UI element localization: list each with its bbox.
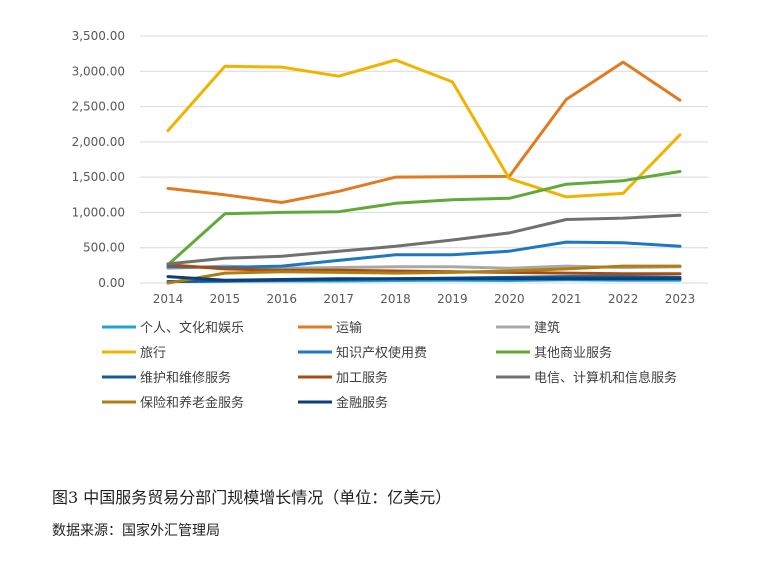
series-line-8 — [166, 213, 682, 266]
x-tick-label: 2018 — [380, 292, 411, 306]
x-tick-label: 2023 — [665, 292, 696, 306]
legend-label: 电信、计算机和信息服务 — [534, 370, 677, 386]
series-line-1 — [166, 60, 682, 204]
legend-label: 金融服务 — [336, 395, 388, 411]
line-chart: 0.00 500.00 1,000.00 1,500.00 2,000.00 2,500.… — [72, 29, 708, 411]
legend-label: 加工服务 — [336, 370, 388, 386]
x-tick-label: 2016 — [267, 292, 298, 306]
legend-label: 维护和维修服务 — [140, 370, 231, 386]
x-tick-label: 2019 — [437, 292, 468, 306]
x-tick-label: 2014 — [153, 292, 184, 306]
y-tick-label: 1,000.00 — [72, 205, 125, 219]
series-line-3 — [166, 58, 682, 199]
x-tick-label: 2015 — [210, 292, 241, 306]
x-axis: 2014 2015 2016 2017 2018 2019 2020 2021 2022 2023 — [153, 292, 696, 306]
figure-caption: 图3 中国服务贸易分部门规模增长情况（单位：亿美元） — [52, 488, 452, 507]
x-tick-label: 2022 — [608, 292, 639, 306]
series-lines — [166, 58, 682, 285]
y-tick-label: 2,000.00 — [72, 135, 125, 149]
x-tick-label: 2017 — [323, 292, 354, 306]
y-tick-label: 0.00 — [98, 276, 125, 290]
y-tick-label: 3,000.00 — [72, 64, 125, 78]
legend-label: 运输 — [336, 320, 362, 336]
series-line-9 — [166, 264, 682, 285]
series-line-10 — [166, 275, 682, 282]
y-tick-label: 500.00 — [83, 241, 125, 255]
y-tick-label: 3,500.00 — [72, 29, 125, 43]
y-tick-label: 2,500.00 — [72, 100, 125, 114]
y-axis: 0.00 500.00 1,000.00 1,500.00 2,000.00 2,500.… — [72, 29, 125, 290]
legend-label: 其他商业服务 — [534, 345, 612, 361]
legend-label: 知识产权使用费 — [336, 345, 427, 361]
grid — [140, 35, 708, 284]
legend-label: 个人、文化和娱乐 — [140, 321, 244, 336]
legend-label: 保险和养老金服务 — [140, 395, 244, 411]
x-tick-label: 2020 — [494, 292, 525, 306]
legend-label: 旅行 — [140, 346, 166, 361]
series-line-4 — [166, 240, 682, 269]
series-line-5 — [166, 170, 682, 267]
legend-label: 建筑 — [534, 320, 560, 336]
y-tick-label: 1,500.00 — [72, 170, 125, 184]
figure-source: 数据来源：国家外汇管理局 — [52, 523, 220, 539]
x-tick-label: 2021 — [551, 292, 582, 306]
